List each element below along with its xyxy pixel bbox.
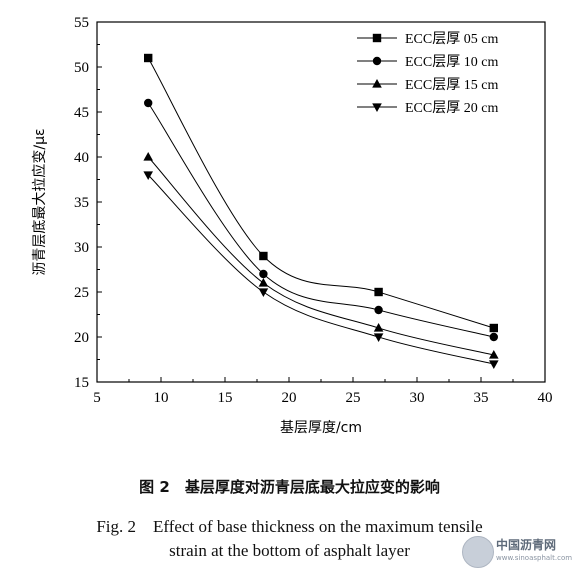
watermark-text: 中国沥青网 bbox=[496, 538, 557, 552]
watermark-url: www.sinoasphalt.com bbox=[496, 554, 573, 562]
data-point-series-1 bbox=[259, 251, 268, 261]
y-tick-label: 35 bbox=[74, 195, 89, 211]
chart: 5 10 15 20 25 30 35 40 15 20 25 30 35 40 45 50 55 ECC层厚 0… bbox=[31, 15, 553, 436]
x-tick-label: 15 bbox=[218, 390, 233, 406]
series-line-1 bbox=[147, 57, 494, 329]
plot-area: 5 10 15 20 25 30 35 40 15 20 25 30 35 40 45 50 55 ECC层厚 0… bbox=[74, 15, 553, 406]
x-axis-title: 基层厚度/cm bbox=[280, 419, 362, 436]
data-point-series-3 bbox=[143, 152, 153, 161]
legend-marker-1 bbox=[372, 33, 382, 43]
data-point-series-4 bbox=[258, 288, 269, 297]
y-tick-label: 15 bbox=[74, 375, 89, 391]
legend-marker-4 bbox=[372, 103, 382, 112]
x-tick-label: 5 bbox=[93, 390, 101, 406]
data-point-series-2 bbox=[489, 332, 498, 342]
y-tick-label: 20 bbox=[74, 330, 89, 346]
watermark-logo-icon bbox=[462, 536, 494, 568]
data-point-series-3 bbox=[373, 323, 384, 332]
site-watermark: 中国沥青网 www.sinoasphalt.com bbox=[462, 532, 574, 574]
data-point-series-1 bbox=[489, 323, 498, 333]
y-axis-title: 沥青层底最大拉应变/με bbox=[31, 128, 48, 275]
legend-label-4: ECC层厚 20 cm bbox=[405, 101, 498, 116]
data-point-series-2 bbox=[374, 305, 383, 315]
series-line-4 bbox=[147, 174, 494, 365]
legend-marker-3 bbox=[372, 79, 382, 88]
data-point-series-4 bbox=[143, 171, 153, 180]
y-tick-label: 40 bbox=[74, 150, 89, 166]
y-tick-label: 50 bbox=[74, 60, 89, 76]
x-tick-label: 20 bbox=[282, 390, 297, 406]
data-point-series-3 bbox=[489, 350, 499, 359]
figure-caption-english-line1: Fig. 2 Effect of base thickness on the m… bbox=[96, 517, 483, 536]
legend-label-1: ECC层厚 05 cm bbox=[405, 32, 498, 47]
series-line-2 bbox=[147, 102, 494, 338]
data-point-series-1 bbox=[374, 287, 383, 297]
y-tick-label: 25 bbox=[74, 285, 89, 301]
data-point-series-4 bbox=[489, 360, 499, 369]
figure-caption-english-line2: strain at the bottom of asphalt layer bbox=[169, 541, 410, 560]
data-point-series-3 bbox=[258, 278, 269, 287]
figure-caption-chinese: 图 2 基层厚度对沥青层底最大拉应变的影响 bbox=[139, 478, 440, 496]
x-tick-label: 30 bbox=[410, 390, 425, 406]
legend-label-2: ECC层厚 10 cm bbox=[405, 55, 498, 70]
data-point-series-2 bbox=[259, 269, 268, 279]
x-tick-label: 10 bbox=[154, 390, 169, 406]
data-point-series-2 bbox=[144, 98, 153, 108]
y-tick-label: 30 bbox=[74, 240, 89, 256]
data-point-series-1 bbox=[144, 53, 153, 63]
x-tick-label: 40 bbox=[538, 390, 553, 406]
x-tick-label: 35 bbox=[474, 390, 489, 406]
series-line-3 bbox=[147, 156, 494, 356]
legend-label-3: ECC层厚 15 cm bbox=[405, 78, 498, 93]
x-tick-label: 25 bbox=[346, 390, 361, 406]
data-point-series-4 bbox=[373, 333, 384, 342]
legend-marker-2 bbox=[372, 56, 382, 66]
y-tick-label: 55 bbox=[74, 15, 89, 31]
plot-frame bbox=[96, 21, 546, 383]
y-tick-label: 45 bbox=[74, 105, 89, 121]
